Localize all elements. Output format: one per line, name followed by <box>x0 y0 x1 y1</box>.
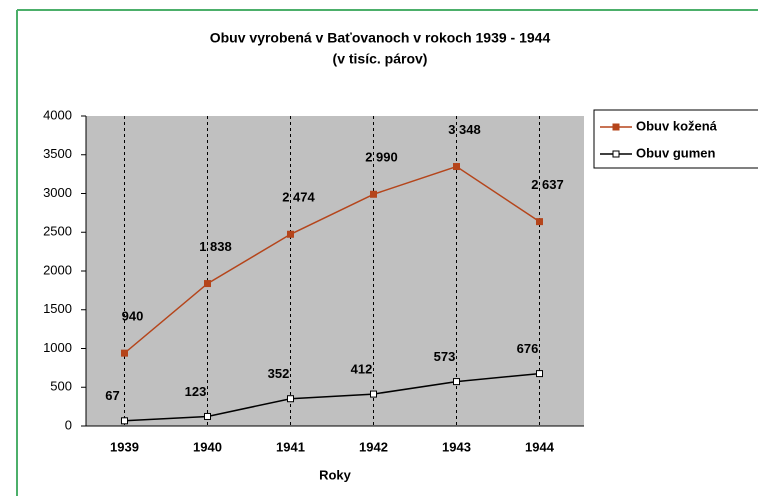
data-label: 1 838 <box>199 239 232 254</box>
marker <box>121 417 128 425</box>
data-label: 573 <box>434 349 456 364</box>
marker <box>453 378 460 386</box>
legend-marker <box>612 150 620 158</box>
data-label: 352 <box>268 366 290 381</box>
y-tick-label: 1500 <box>43 301 72 316</box>
series-line <box>124 165 540 354</box>
marker <box>121 349 128 357</box>
marker <box>204 280 211 288</box>
chart-title: Obuv vyrobená v Baťovanoch v rokoch 1939… <box>210 30 551 46</box>
data-label: 2 474 <box>282 190 315 205</box>
marker <box>536 218 543 226</box>
y-tick-label: 3500 <box>43 146 72 161</box>
data-label: 2 637 <box>531 177 564 192</box>
x-tick-label: 1939 <box>110 439 139 454</box>
series-line <box>124 372 540 422</box>
marker <box>453 163 460 171</box>
data-label: 940 <box>122 309 144 324</box>
x-tick-label: 1944 <box>525 439 555 454</box>
y-tick-label: 500 <box>50 379 72 394</box>
marker <box>370 390 377 398</box>
data-label: 412 <box>351 362 373 377</box>
legend-label: Obuv gumen <box>636 145 716 160</box>
y-tick-label: 3000 <box>43 185 72 200</box>
marker <box>287 230 294 238</box>
y-tick-label: 4000 <box>43 107 72 122</box>
data-label: 676 <box>517 341 539 356</box>
marker <box>204 412 211 420</box>
x-tick-label: 1942 <box>359 439 388 454</box>
data-label: 2 990 <box>365 150 398 165</box>
legend-marker <box>612 123 620 131</box>
legend <box>593 109 758 169</box>
x-tick-label: 1943 <box>442 439 471 454</box>
marker <box>287 395 294 403</box>
data-label: 67 <box>105 388 119 403</box>
data-label: 123 <box>185 384 207 399</box>
data-label: 3 348 <box>448 122 481 137</box>
y-tick-label: 2000 <box>43 262 72 277</box>
plot-area <box>86 116 584 426</box>
x-axis-label: Roky <box>319 467 352 482</box>
chart-subtitle: (v tisíc. párov) <box>333 51 428 67</box>
y-tick-label: 0 <box>65 417 72 432</box>
x-tick-label: 1940 <box>193 439 222 454</box>
y-tick-label: 2500 <box>43 224 72 239</box>
x-tick-label: 1941 <box>276 439 305 454</box>
marker <box>536 370 543 378</box>
legend-label: Obuv kožená <box>636 118 718 133</box>
marker <box>370 190 377 198</box>
y-tick-label: 1000 <box>43 340 72 355</box>
